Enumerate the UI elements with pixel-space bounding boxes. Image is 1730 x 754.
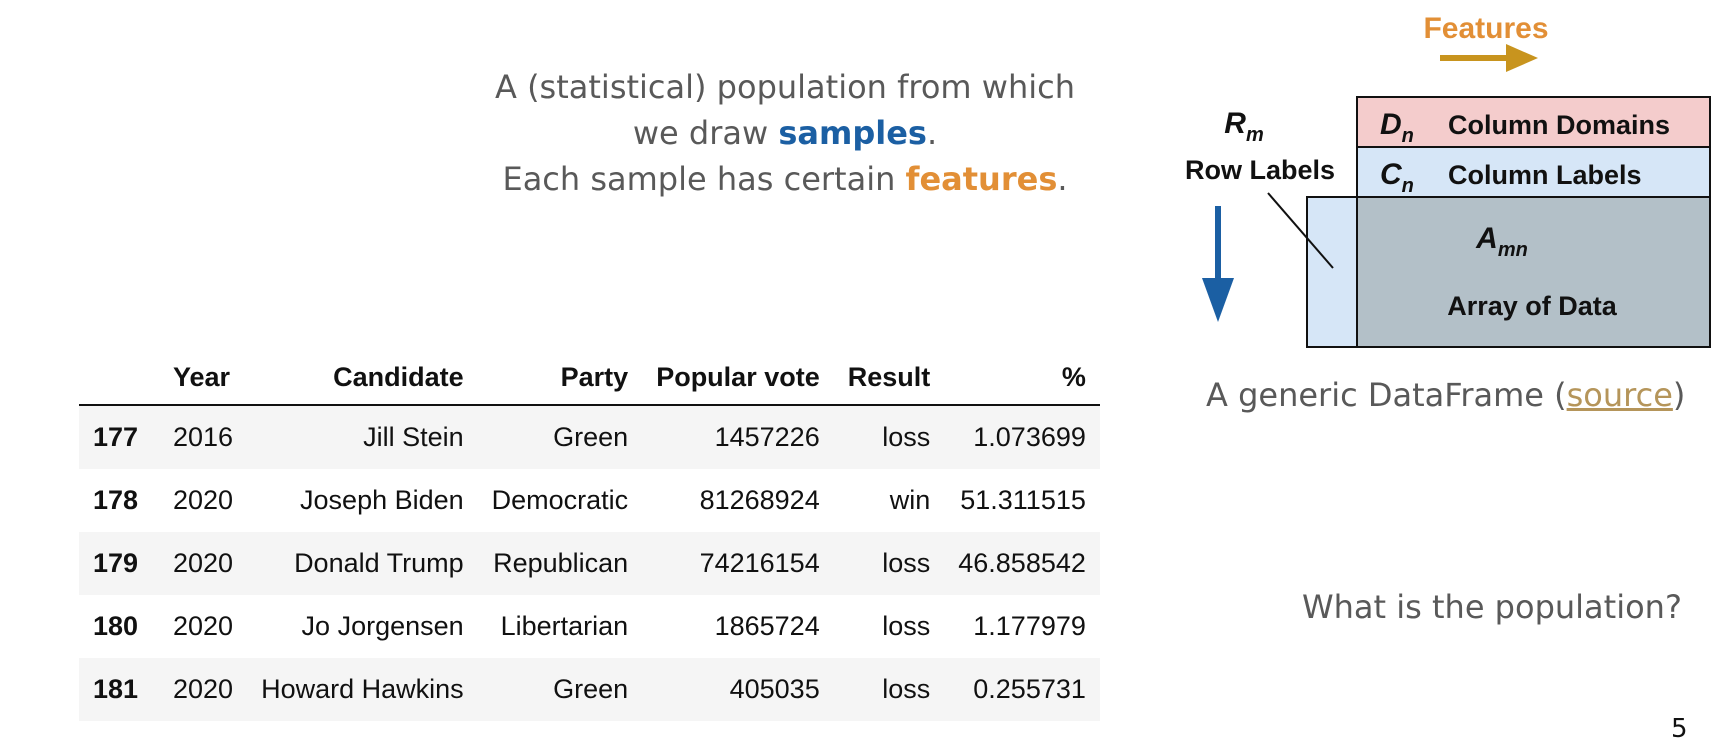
array-of-data-label: Array of Data	[1447, 291, 1618, 321]
page-number: 5	[1671, 714, 1688, 744]
row-labels-label: Row Labels	[1185, 155, 1335, 185]
cell-candidate: Donald Trump	[247, 532, 478, 595]
row-index: 178	[93, 485, 139, 515]
intro-line-3-end: .	[1057, 160, 1068, 198]
cell-party: Democratic	[491, 485, 629, 515]
intro-text: A (statistical) population from which we…	[440, 64, 1130, 202]
row-index: 180	[93, 611, 139, 641]
cell-percent: 1.177979	[973, 611, 1086, 641]
row-index: 181	[79, 658, 165, 721]
table-row: 180 2020 Jo Jorgensen Libertarian 186572…	[79, 595, 1100, 658]
dn-symbol: Dn	[1380, 108, 1414, 147]
samples-highlight: samples	[778, 114, 927, 152]
cell-year: 2020	[165, 658, 248, 721]
intro-line-3-text: Each sample has certain	[502, 160, 906, 198]
header-party: Party	[477, 350, 643, 406]
row-labels-strip	[1306, 196, 1358, 348]
cell-candidate: Howard Hawkins	[247, 658, 478, 721]
header-result: Result	[833, 350, 945, 406]
samples-down-arrow-icon	[1202, 206, 1234, 322]
cell-result: loss	[833, 658, 945, 721]
table-row: 177 2016 Jill Stein Green 1457226 loss 1…	[79, 405, 1100, 469]
row-index: 179	[79, 532, 165, 595]
cell-year: 2016	[165, 405, 248, 469]
intro-line-2-end: .	[926, 114, 938, 152]
cell-party: Libertarian	[500, 611, 629, 641]
array-of-data-box	[1356, 196, 1711, 348]
features-highlight: features	[905, 160, 1058, 198]
cell-result: loss	[833, 405, 945, 469]
row-index: 177	[79, 405, 165, 469]
intro-line-3: Each sample has certain features.	[440, 156, 1130, 202]
rm-symbol: Rm	[1224, 107, 1263, 146]
caption-text: A generic DataFrame (	[1206, 376, 1567, 414]
cell-popular-vote: 405035	[642, 658, 834, 721]
cell-result: win	[889, 485, 931, 515]
cell-party: Green	[477, 658, 643, 721]
dataframe-caption: A generic DataFrame (source)	[1206, 376, 1685, 414]
population-question: What is the population?	[1302, 588, 1682, 626]
header-year: Year	[165, 350, 248, 406]
column-domains-label: Column Domains	[1448, 110, 1670, 140]
header-index	[79, 350, 165, 406]
column-labels-label: Column Labels	[1448, 160, 1642, 190]
header-popular-vote: Popular vote	[642, 350, 834, 406]
cell-percent: 1.073699	[944, 405, 1100, 469]
table-row: 181 2020 Howard Hawkins Green 405035 los…	[79, 658, 1100, 721]
cell-year: 2020	[165, 532, 248, 595]
cell-percent: 46.858542	[944, 532, 1100, 595]
cell-percent: 0.255731	[944, 658, 1100, 721]
cell-popular-vote: 74216154	[642, 532, 834, 595]
table-row: 178 2020 Joseph Biden Democratic 8126892…	[79, 469, 1100, 532]
cell-result: loss	[833, 532, 945, 595]
header-percent: %	[944, 350, 1100, 406]
source-link[interactable]: source	[1566, 376, 1673, 414]
cell-popular-vote: 81268924	[699, 485, 820, 515]
intro-line-2-text: we draw	[632, 114, 779, 152]
dataframe-diagram: Features Samples Dn Column Domains Cn Co…	[1185, 12, 1711, 348]
features-label: Features	[1423, 12, 1548, 45]
intro-line-2: we draw samples.	[440, 110, 1130, 156]
cell-year: 2020	[173, 485, 234, 515]
cn-symbol: Cn	[1380, 158, 1414, 197]
cell-candidate: Joseph Biden	[300, 485, 464, 515]
features-arrow-icon	[1440, 44, 1538, 72]
dataframe-table: Year Candidate Party Popular vote Result…	[79, 350, 1100, 721]
cell-candidate: Jill Stein	[247, 405, 478, 469]
cell-party: Green	[477, 405, 643, 469]
table-row: 179 2020 Donald Trump Republican 7421615…	[79, 532, 1100, 595]
header-candidate: Candidate	[247, 350, 478, 406]
cell-party: Republican	[477, 532, 643, 595]
cell-percent: 51.311515	[960, 485, 1086, 515]
cell-year: 2020	[173, 611, 234, 641]
intro-line-1: A (statistical) population from which	[495, 68, 1075, 106]
row-labels-pointer	[1267, 192, 1334, 269]
cell-result: loss	[882, 611, 931, 641]
cell-popular-vote: 1865724	[714, 611, 820, 641]
table-header-row: Year Candidate Party Popular vote Result…	[79, 350, 1100, 406]
cell-popular-vote: 1457226	[642, 405, 834, 469]
caption-end: )	[1672, 376, 1686, 414]
cell-candidate: Jo Jorgensen	[301, 611, 464, 641]
column-labels-box	[1356, 146, 1711, 198]
amn-symbol: Amn	[1475, 222, 1528, 261]
